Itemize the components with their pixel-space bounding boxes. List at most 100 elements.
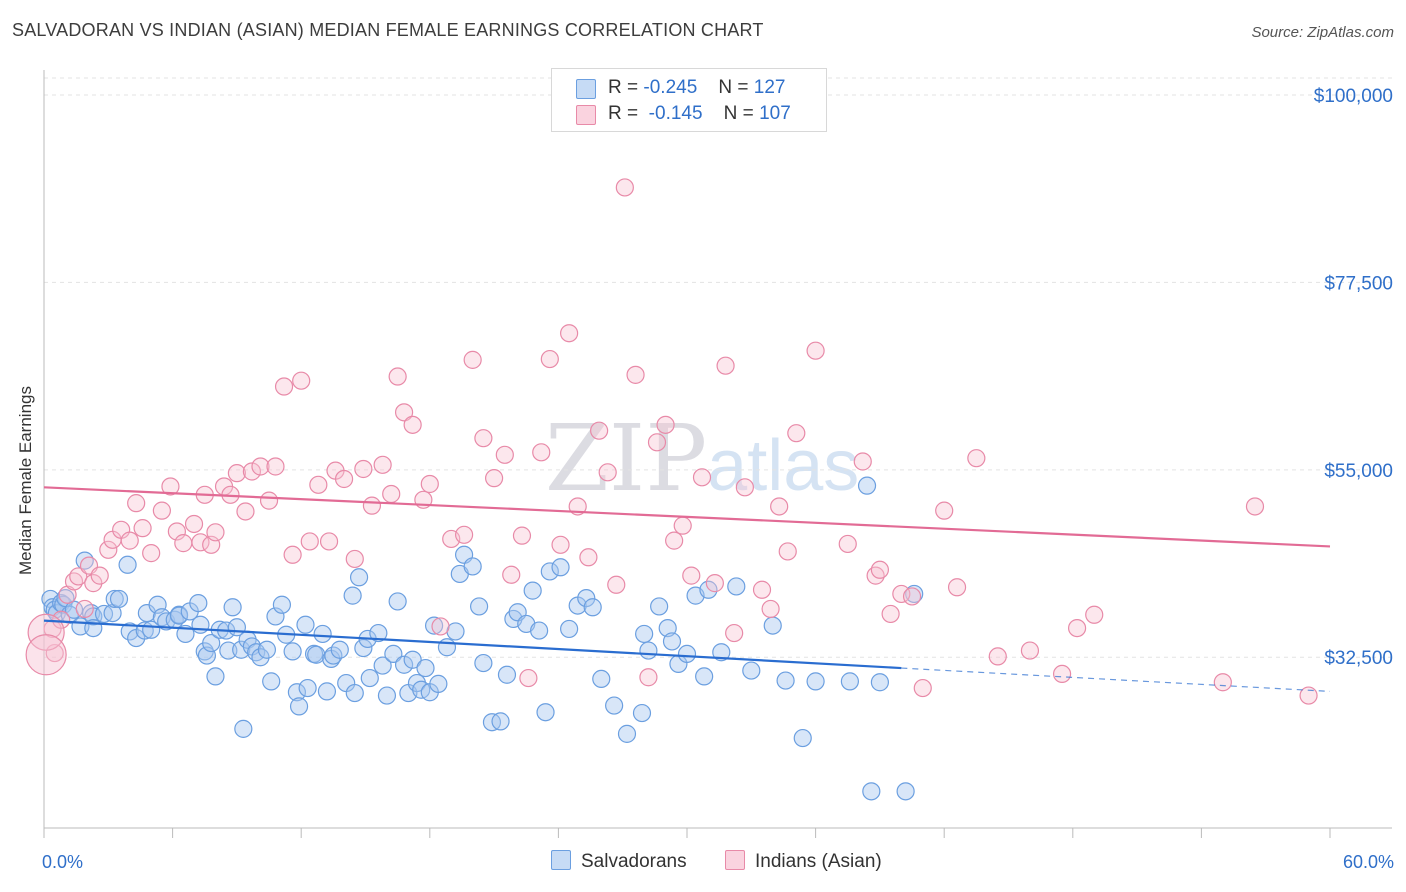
legend-n-value: 107	[759, 103, 791, 124]
y-tick-label: $77,500	[1324, 273, 1393, 294]
point-indians	[84, 574, 103, 593]
point-salvadorans	[369, 623, 388, 643]
point-indians	[133, 519, 152, 538]
legend-n-label: N =	[723, 103, 754, 124]
legend-text: R = -0.145 N = 107	[608, 103, 791, 125]
point-salvadorans	[349, 568, 369, 587]
point-indians	[692, 468, 712, 487]
point-indians	[1245, 497, 1265, 516]
x-tick-label-max: 60.0%	[1342, 852, 1394, 872]
point-indians	[354, 459, 373, 479]
point-salvadorans	[650, 597, 669, 616]
point-indians	[251, 457, 270, 476]
point-salvadorans	[905, 584, 924, 604]
point-salvadorans	[345, 683, 364, 703]
point-indians	[770, 497, 789, 516]
point-indians	[463, 350, 482, 369]
legend-r-label: R =	[608, 77, 639, 98]
point-salvadorans	[463, 557, 482, 576]
point-indians	[292, 371, 311, 390]
point-salvadorans	[289, 697, 309, 716]
point-indians	[152, 501, 171, 520]
point-indians	[334, 469, 354, 489]
point-indians	[45, 643, 64, 663]
point-salvadorans	[191, 615, 210, 634]
point-indians	[590, 421, 609, 440]
point-salvadorans	[219, 641, 238, 660]
point-salvadorans	[677, 644, 697, 664]
point-salvadorans	[354, 638, 373, 658]
point-indians	[259, 491, 279, 510]
point-indians	[787, 424, 806, 443]
watermark-atlas: atlas	[707, 426, 860, 506]
point-indians	[502, 565, 521, 584]
point-salvadorans	[262, 672, 281, 691]
point-indians	[236, 502, 255, 521]
point-salvadorans	[491, 712, 510, 731]
point-indians	[184, 514, 204, 534]
point-indians	[474, 429, 493, 448]
point-salvadorans	[296, 615, 315, 634]
point-indians	[69, 567, 88, 586]
legend-n-label: N =	[718, 77, 749, 98]
point-salvadorans	[257, 640, 277, 659]
point-salvadorans	[403, 650, 422, 669]
point-indians	[274, 377, 294, 396]
point-salvadorans	[446, 622, 465, 641]
point-salvadorans	[862, 782, 881, 801]
y-tick-label: $32,500	[1324, 648, 1393, 669]
point-indians	[174, 534, 193, 553]
point-salvadorans	[54, 595, 73, 614]
point-indians	[560, 324, 579, 343]
point-salvadorans	[317, 682, 337, 701]
point-indians	[403, 415, 422, 434]
point-salvadorans	[763, 616, 782, 635]
bottom-legend-salvadorans: Salvadorans	[551, 850, 687, 873]
point-indians	[454, 525, 474, 544]
point-indians	[988, 647, 1007, 666]
point-salvadorans	[223, 598, 242, 617]
point-indians	[806, 341, 825, 360]
point-salvadorans	[307, 645, 326, 664]
point-salvadorans	[189, 593, 208, 613]
point-indians	[881, 604, 900, 624]
point-indians	[431, 617, 450, 636]
point-salvadorans	[605, 696, 624, 715]
point-salvadorans	[373, 656, 392, 675]
chart-title: SALVADORAN VS INDIAN (ASIAN) MEDIAN FEMA…	[12, 20, 764, 40]
point-indians	[142, 544, 161, 563]
point-indians	[607, 575, 626, 594]
point-salvadorans	[806, 672, 825, 691]
point-indians	[579, 548, 598, 567]
point-salvadorans	[592, 669, 611, 688]
point-indians	[90, 566, 109, 585]
point-salvadorans	[712, 643, 731, 662]
point-indians	[902, 587, 922, 606]
point-salvadorans	[560, 619, 579, 639]
point-indians	[778, 542, 797, 561]
point-salvadorans	[120, 622, 139, 641]
point-indians	[388, 367, 407, 386]
point-salvadorans	[583, 598, 602, 617]
point-indians	[283, 545, 302, 564]
point-salvadorans	[109, 589, 129, 609]
point-indians	[752, 580, 772, 599]
point-indians	[656, 415, 675, 434]
point-salvadorans	[551, 558, 570, 577]
point-indians	[495, 445, 514, 464]
point-salvadorans	[169, 606, 189, 625]
point-indians	[373, 455, 392, 474]
point-indians	[300, 532, 319, 551]
point-indians	[735, 478, 754, 497]
point-indians	[598, 463, 617, 482]
point-indians	[120, 531, 139, 550]
point-salvadorans	[870, 673, 890, 692]
bottom-legend-swatch-pink	[725, 850, 745, 870]
point-salvadorans	[474, 653, 493, 673]
point-indians	[345, 549, 364, 569]
point-indians	[935, 501, 954, 520]
point-salvadorans	[437, 638, 457, 657]
point-indians	[25, 634, 67, 676]
watermark-zip: ZIP	[545, 405, 708, 512]
point-indians	[761, 599, 780, 619]
